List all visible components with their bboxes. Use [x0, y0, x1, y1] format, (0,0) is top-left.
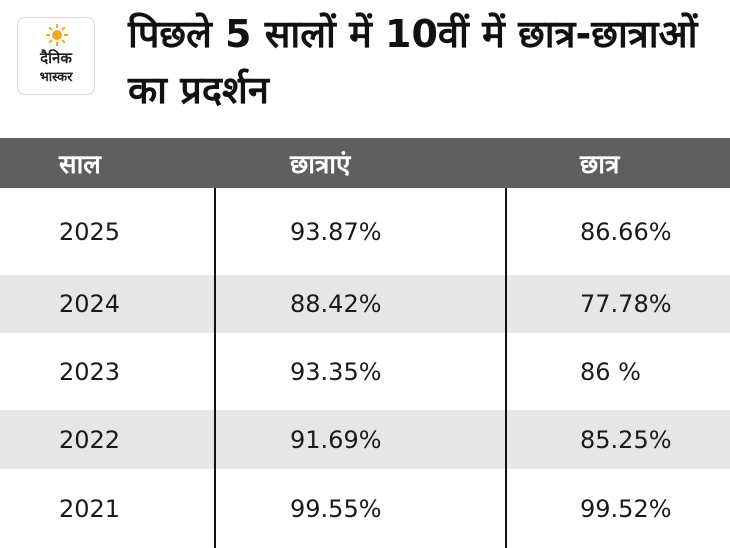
girls-pass-cell: 99.55%: [290, 494, 382, 523]
boys-pass-cell: 86 %: [580, 357, 641, 386]
column-header-girls: छात्राएं: [290, 150, 351, 180]
table-row: 2024 88.42% 77.78%: [0, 275, 730, 333]
table-row: 2021 99.55% 99.52%: [0, 469, 730, 548]
page-title: पिछले 5 सालों में 10वीं में छात्र-छात्रा…: [128, 12, 698, 112]
column-divider: [505, 188, 507, 548]
results-table: साल छात्राएं छात्र 2025 93.87% 86.66% 20…: [0, 138, 730, 548]
sun-icon: [46, 24, 68, 46]
table-row: 2023 93.35% 86 %: [0, 333, 730, 410]
boys-pass-cell: 99.52%: [580, 494, 672, 523]
girls-pass-cell: 93.87%: [290, 217, 382, 246]
logo-text-line2: भास्कर: [39, 70, 73, 85]
dainik-bhaskar-logo: दैनिक भास्कर: [17, 17, 95, 95]
year-cell: 2024: [59, 290, 121, 318]
header: दैनिक भास्कर पिछले 5 सालों में 10वीं में…: [0, 0, 730, 138]
boys-pass-cell: 85.25%: [580, 425, 672, 454]
column-header-year: साल: [59, 150, 101, 180]
table-row: 2025 93.87% 86.66%: [0, 188, 730, 275]
year-cell: 2023: [59, 357, 121, 386]
boys-pass-cell: 86.66%: [580, 217, 672, 246]
table-header-row: साल छात्राएं छात्र: [0, 138, 730, 188]
year-cell: 2025: [59, 217, 121, 246]
girls-pass-cell: 91.69%: [290, 425, 382, 454]
year-cell: 2021: [59, 494, 121, 523]
girls-pass-cell: 93.35%: [290, 357, 382, 386]
logo-text-line1: दैनिक: [40, 49, 72, 67]
column-header-boys: छात्र: [580, 150, 620, 180]
column-divider: [214, 188, 216, 548]
year-cell: 2022: [59, 425, 121, 454]
girls-pass-cell: 88.42%: [290, 290, 382, 318]
table-row: 2022 91.69% 85.25%: [0, 410, 730, 469]
boys-pass-cell: 77.78%: [580, 290, 672, 318]
